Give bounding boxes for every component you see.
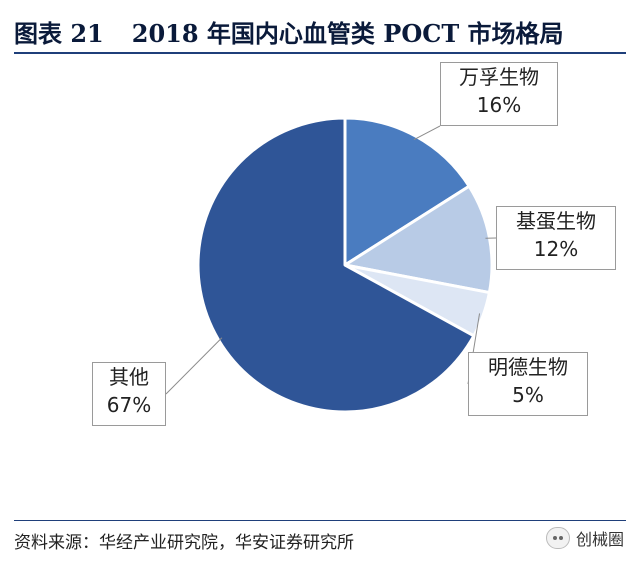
slice-value: 5%	[512, 383, 544, 407]
slice-label: 基蛋生物	[516, 209, 596, 233]
slice-label: 明德生物	[488, 355, 568, 379]
leader-line-3	[165, 337, 223, 395]
title-divider	[14, 52, 626, 54]
leader-line-0	[413, 125, 441, 141]
figure-title: 2018 年国内心血管类 POCT 市场格局	[131, 19, 564, 48]
wechat-icon	[545, 527, 570, 549]
slice-value: 67%	[106, 393, 152, 417]
pie-slices	[196, 116, 494, 414]
slice-value: 12%	[533, 237, 579, 261]
watermark-text: 创械圈	[575, 530, 624, 549]
slice-value: 16%	[476, 93, 522, 117]
slice-label: 万孚生物	[459, 65, 539, 89]
callout-slice-3: 其他 67%	[92, 362, 166, 426]
pie-slice-1	[343, 184, 494, 295]
pie-slice-3	[196, 116, 476, 414]
figure-number: 图表 21	[14, 19, 104, 48]
pie-slice-0	[343, 116, 471, 267]
watermark: 创械圈	[545, 526, 624, 550]
slice-label: 其他	[109, 365, 149, 389]
callout-slice-0: 万孚生物 16%	[440, 62, 558, 126]
callout-slice-1: 基蛋生物 12%	[496, 206, 616, 270]
pie-chart	[165, 116, 497, 414]
callout-slice-2: 明德生物 5%	[468, 352, 588, 416]
source-note: 资料来源：华经产业研究院，华安证券研究所	[14, 533, 354, 553]
footer-divider	[14, 520, 626, 521]
chart-title: 图表 21 2018 年国内心血管类 POCT 市场格局	[14, 14, 626, 49]
